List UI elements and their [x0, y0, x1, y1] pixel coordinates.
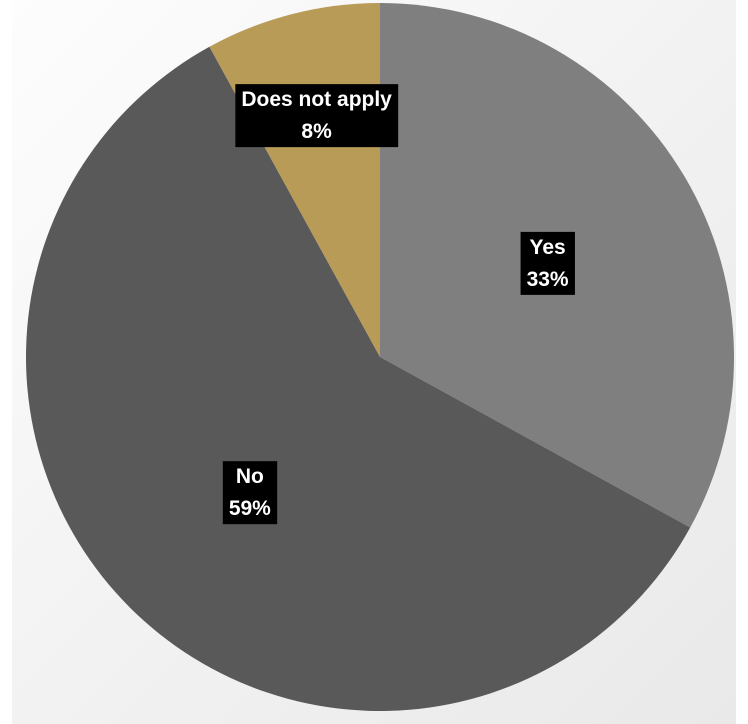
pie-slice-no: [25, 46, 691, 712]
data-label-percent: 33%: [527, 268, 569, 291]
data-label-no: No 59%: [222, 461, 278, 525]
data-label-does-not-apply: Does not apply 8%: [235, 84, 399, 148]
data-label-box: [222, 461, 278, 525]
data-label-box: [235, 84, 399, 148]
data-label-yes: Yes 33%: [520, 231, 575, 295]
data-label-name: Yes: [529, 236, 565, 259]
data-label-percent: 59%: [229, 497, 271, 520]
data-label-name: Does not apply: [241, 88, 392, 111]
pie-data-labels: Yes 33% No 59% Does not apply 8%: [222, 84, 575, 525]
data-label-name: No: [236, 465, 264, 488]
data-label-percent: 8%: [301, 120, 332, 143]
data-label-box: [520, 231, 575, 295]
